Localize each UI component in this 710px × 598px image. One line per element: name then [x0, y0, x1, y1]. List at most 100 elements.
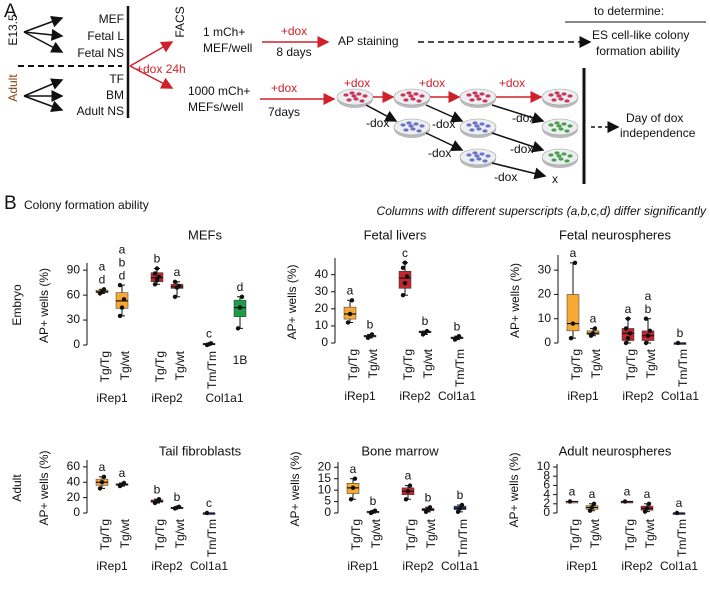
category-label: Tg/Tg — [623, 519, 637, 550]
colony — [476, 97, 482, 101]
group-label: Col1a1 — [438, 389, 476, 403]
significance-letter: d — [119, 268, 126, 282]
data-point — [592, 326, 598, 331]
colony — [356, 92, 362, 96]
data-point — [405, 489, 411, 494]
colony — [485, 94, 491, 98]
end-mark: x — [552, 172, 558, 186]
colony — [558, 157, 564, 161]
colony — [556, 124, 562, 128]
chart-title: Fetal livers — [364, 227, 427, 242]
y-tick-label: 40 — [315, 267, 329, 281]
significance-letter: c — [402, 246, 408, 260]
colony — [406, 91, 412, 95]
category-label: Tm/Tm — [675, 519, 689, 557]
colony — [400, 123, 406, 127]
group-label: Col1a1 — [661, 389, 699, 403]
significance-letter: b — [367, 318, 374, 332]
data-point — [121, 480, 127, 486]
arrow — [129, 41, 174, 67]
y-tick-label: 30 — [315, 284, 329, 298]
significance-letter: a — [119, 466, 126, 480]
plating: MEF/well — [203, 41, 252, 55]
chart-title: Tail fibroblasts — [159, 443, 242, 458]
data-point — [642, 509, 648, 514]
significance-letter: a — [644, 487, 651, 501]
data-point — [152, 271, 158, 276]
category-label: Tg/Tg — [153, 519, 167, 550]
group-label: Col1a1 — [205, 391, 243, 405]
significance-letter: a — [676, 496, 683, 510]
y-tick-label: 10 — [538, 311, 552, 325]
colony — [416, 129, 422, 133]
data-point — [154, 277, 160, 283]
colony — [408, 124, 414, 128]
category-label: Tg/wt — [424, 518, 438, 548]
data-point — [345, 320, 351, 325]
colony — [416, 99, 422, 103]
y-tick-label: 60 — [67, 459, 81, 473]
arrow — [491, 162, 547, 180]
plating: 1000 mCh+ — [188, 84, 250, 98]
dox-label: +dox — [499, 76, 525, 90]
source: Adult NS — [77, 104, 124, 118]
significance-letter: a — [405, 469, 412, 483]
group-label: iRep2 — [151, 391, 183, 405]
colony — [466, 123, 472, 127]
colony — [561, 122, 567, 126]
colony — [485, 124, 491, 128]
box — [566, 294, 580, 332]
significance-letter: b — [457, 488, 464, 502]
data-point — [369, 332, 375, 337]
data-point — [590, 331, 596, 336]
group-label: iRep1 — [344, 389, 376, 403]
significance-letter: c — [206, 327, 212, 341]
data-point — [589, 505, 595, 510]
y-tick-label: 30 — [67, 312, 81, 326]
significance-letter: a — [119, 242, 126, 256]
data-point — [117, 313, 123, 319]
data-point — [674, 510, 680, 516]
colony — [564, 159, 570, 163]
colony — [482, 99, 488, 103]
significance-letter: a — [569, 485, 576, 499]
arrow — [425, 132, 464, 151]
category-label: Tg/wt — [366, 348, 380, 378]
category-label: Tm/Tm — [205, 519, 219, 557]
arrow — [491, 132, 545, 153]
chart-title: Adult neurospheres — [559, 443, 672, 458]
category-label: Tm/Tm — [676, 349, 690, 387]
category-label: Tg/wt — [173, 518, 187, 548]
goal: ES cell-like colony — [592, 28, 689, 42]
goal: to determine: — [594, 4, 664, 18]
assay: AP staining — [338, 34, 399, 48]
arrow — [23, 15, 64, 33]
data-point — [350, 485, 356, 491]
colony — [343, 93, 349, 97]
significance-letter: a — [99, 259, 106, 273]
data-point — [176, 283, 182, 289]
duration: 8 days — [276, 45, 311, 59]
y-tick-label: 20 — [318, 459, 332, 473]
significance-letter: a — [590, 312, 597, 326]
row-label: Adult — [10, 474, 24, 502]
colony — [419, 94, 425, 98]
group-label: iRep1 — [567, 389, 599, 403]
duration: 7days — [268, 105, 300, 119]
colony — [556, 94, 562, 98]
plating: 1 mCh+ — [203, 25, 245, 39]
significance-letter: b — [645, 302, 652, 316]
withdrawal-label: -dox — [428, 146, 451, 160]
colony — [413, 122, 419, 126]
data-point — [154, 266, 160, 271]
y-tick-label: 4 — [543, 487, 550, 501]
data-point — [101, 474, 107, 480]
data-point — [400, 292, 406, 298]
arrow — [129, 65, 174, 89]
data-point — [407, 483, 413, 488]
colony — [403, 98, 409, 102]
group-label: iRep1 — [347, 559, 379, 573]
colony — [548, 93, 554, 97]
panel-heading: Colony formation ability — [24, 198, 149, 212]
colony — [351, 94, 357, 98]
